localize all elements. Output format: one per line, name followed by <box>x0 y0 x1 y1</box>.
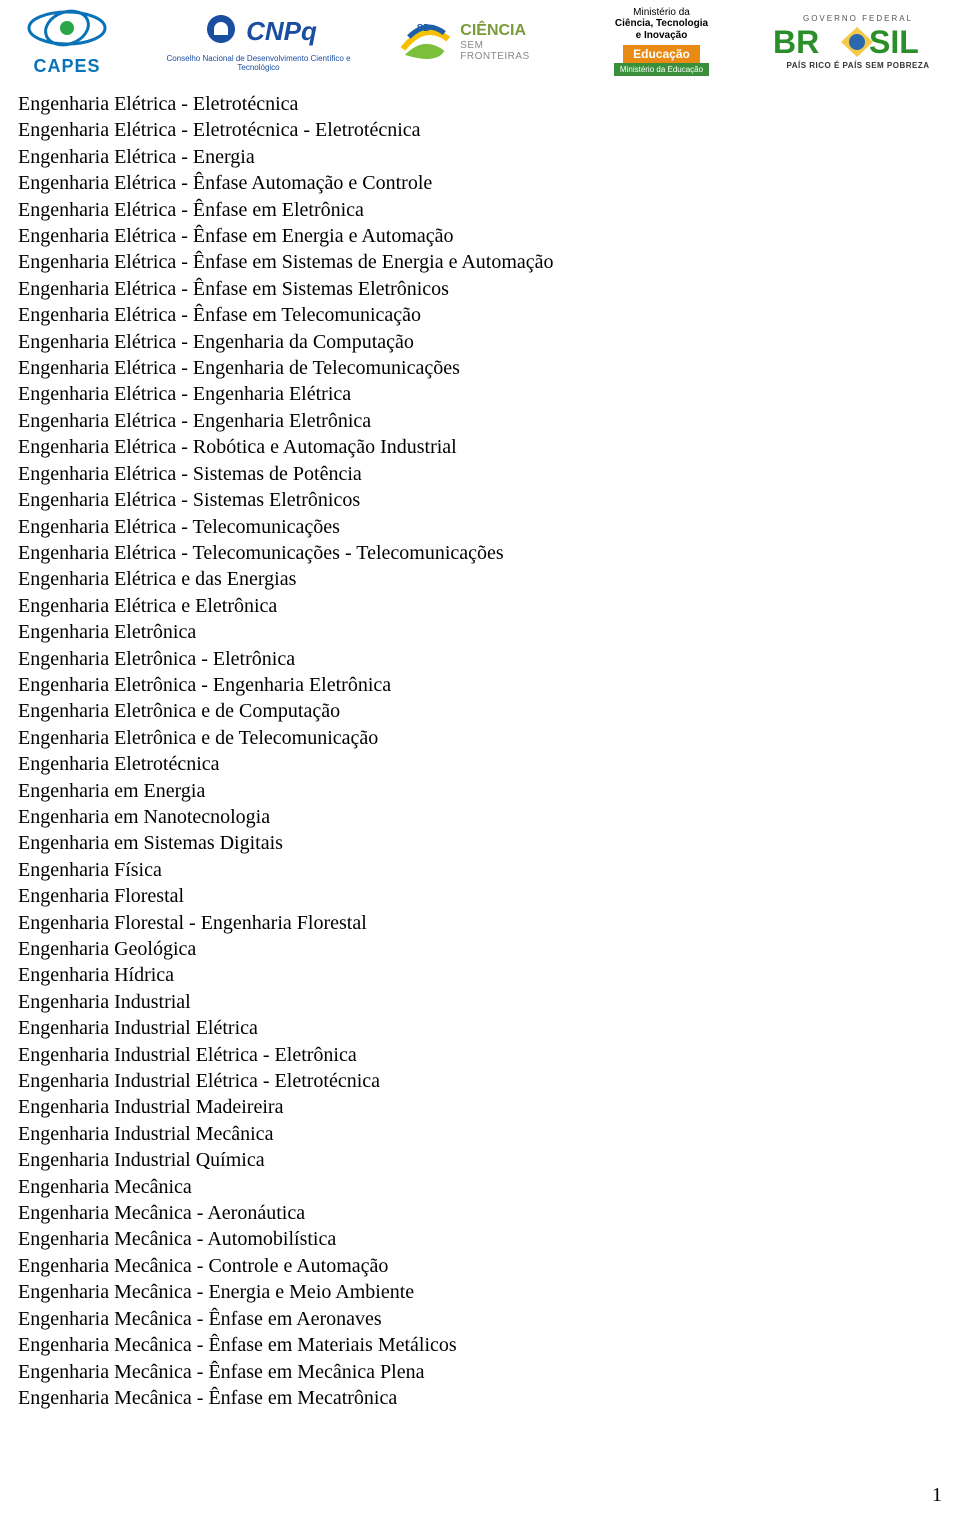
list-item: Engenharia Elétrica - Sistemas Eletrônic… <box>18 487 942 513</box>
list-item: Engenharia Industrial Mecânica <box>18 1121 942 1147</box>
capes-icon <box>22 6 112 56</box>
brasil-flag-icon: BR SIL <box>773 23 943 61</box>
logo-brasil: GOVERNO FEDERAL BR SIL PAÍS RICO É PAÍS … <box>768 14 948 70</box>
list-item: Engenharia Elétrica - Robótica e Automaç… <box>18 434 942 460</box>
list-item: Engenharia Elétrica - Telecomunicações -… <box>18 540 942 566</box>
header-logos: CAPES CNPq Conselho Nacional de Desenvol… <box>0 0 960 81</box>
page-number: 1 <box>932 1484 942 1507</box>
capes-label: CAPES <box>33 56 100 77</box>
list-item: Engenharia Eletrotécnica <box>18 751 942 777</box>
list-item: Engenharia Elétrica - Ênfase em Telecomu… <box>18 302 942 328</box>
svg-text:BR: BR <box>773 24 819 60</box>
svg-text:SIL: SIL <box>869 24 919 60</box>
list-item: Engenharia em Nanotecnologia <box>18 804 942 830</box>
list-item: Engenharia Elétrica - Engenharia Eletrôn… <box>18 408 942 434</box>
list-item: Engenharia Industrial Elétrica - Eletrôn… <box>18 1042 942 1068</box>
logo-capes: CAPES <box>12 6 122 77</box>
list-item: Engenharia Elétrica - Telecomunicações <box>18 514 942 540</box>
list-item: Engenharia Mecânica - Ênfase em Mecatrôn… <box>18 1385 942 1411</box>
list-item: Engenharia Elétrica - Engenharia de Tele… <box>18 355 942 381</box>
list-item: Engenharia Mecânica - Ênfase em Aeronave… <box>18 1306 942 1332</box>
list-item: Engenharia Eletrônica - Engenharia Eletr… <box>18 672 942 698</box>
list-item: Engenharia Elétrica - Ênfase Automação e… <box>18 170 942 196</box>
list-item: Engenharia Elétrica - Engenharia da Comp… <box>18 329 942 355</box>
list-item: Engenharia em Sistemas Digitais <box>18 830 942 856</box>
min-educacao-sub: Ministério da Educação <box>614 63 709 76</box>
list-item: Engenharia Elétrica - Ênfase em Sistemas… <box>18 249 942 275</box>
course-list: Engenharia Elétrica - EletrotécnicaEngen… <box>0 81 960 1411</box>
list-item: Engenharia Mecânica - Energia e Meio Amb… <box>18 1279 942 1305</box>
cnpq-label: CNPq <box>246 16 317 47</box>
list-item: Engenharia Elétrica - Eletrotécnica - El… <box>18 117 942 143</box>
list-item: Engenharia Elétrica - Eletrotécnica <box>18 91 942 117</box>
list-item: Engenharia Industrial Elétrica - Eletrot… <box>18 1068 942 1094</box>
logo-cnpq: CNPq Conselho Nacional de Desenvolviment… <box>159 11 359 73</box>
svg-text:SD: SD <box>417 23 431 34</box>
list-item: Engenharia Mecânica - Automobilística <box>18 1226 942 1252</box>
min-line2: Ciência, Tecnologia <box>615 18 708 30</box>
list-item: Engenharia Industrial <box>18 989 942 1015</box>
list-item: Engenharia Elétrica - Ênfase em Eletrôni… <box>18 197 942 223</box>
list-item: Engenharia Física <box>18 857 942 883</box>
min-educacao: Educação <box>623 45 700 63</box>
list-item: Engenharia Florestal <box>18 883 942 909</box>
list-item: Engenharia Hídrica <box>18 962 942 988</box>
csf-globe-icon: SD <box>395 15 454 69</box>
list-item: Engenharia em Energia <box>18 778 942 804</box>
list-item: Engenharia Eletrônica e de Telecomunicaç… <box>18 725 942 751</box>
list-item: Engenharia Elétrica - Ênfase em Sistemas… <box>18 276 942 302</box>
list-item: Engenharia Eletrônica e de Computação <box>18 698 942 724</box>
list-item: Engenharia Eletrônica <box>18 619 942 645</box>
list-item: Engenharia Mecânica - Ênfase em Mecânica… <box>18 1359 942 1385</box>
list-item: Engenharia Industrial Química <box>18 1147 942 1173</box>
brasil-tagline: PAÍS RICO É PAÍS SEM POBREZA <box>786 61 929 70</box>
list-item: Engenharia Geológica <box>18 936 942 962</box>
list-item: Engenharia Industrial Elétrica <box>18 1015 942 1041</box>
list-item: Engenharia Elétrica - Sistemas de Potênc… <box>18 461 942 487</box>
min-line3: e Inovação <box>615 30 708 42</box>
list-item: Engenharia Elétrica - Engenharia Elétric… <box>18 381 942 407</box>
list-item: Engenharia Mecânica - Controle e Automaç… <box>18 1253 942 1279</box>
cnpq-head-icon <box>200 11 242 53</box>
list-item: Engenharia Elétrica e das Energias <box>18 566 942 592</box>
logo-csf: SD CIÊNCIA SEM FRONTEIRAS <box>395 15 555 69</box>
csf-label-bottom: SEM FRONTEIRAS <box>460 40 555 62</box>
min-line1: Ministério da <box>615 7 708 19</box>
list-item: Engenharia Eletrônica - Eletrônica <box>18 646 942 672</box>
list-item: Engenharia Elétrica - Energia <box>18 144 942 170</box>
list-item: Engenharia Industrial Madeireira <box>18 1094 942 1120</box>
brasil-top: GOVERNO FEDERAL <box>803 14 913 23</box>
list-item: Engenharia Mecânica <box>18 1174 942 1200</box>
cnpq-sublabel: Conselho Nacional de Desenvolvimento Cie… <box>159 55 359 73</box>
list-item: Engenharia Mecânica - Aeronáutica <box>18 1200 942 1226</box>
list-item: Engenharia Mecânica - Ênfase em Materiai… <box>18 1332 942 1358</box>
list-item: Engenharia Elétrica e Eletrônica <box>18 593 942 619</box>
logo-ministerio: Ministério da Ciência, Tecnologia e Inov… <box>592 7 732 77</box>
csf-label-top: CIÊNCIA <box>460 22 555 40</box>
list-item: Engenharia Florestal - Engenharia Flores… <box>18 910 942 936</box>
page: CAPES CNPq Conselho Nacional de Desenvol… <box>0 0 960 1517</box>
list-item: Engenharia Elétrica - Ênfase em Energia … <box>18 223 942 249</box>
